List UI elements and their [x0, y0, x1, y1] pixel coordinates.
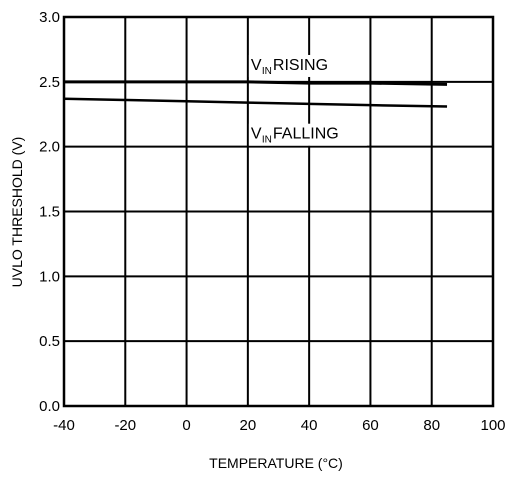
annotation-subscript: IN: [262, 66, 272, 77]
y-tick-label: 1.5: [39, 204, 60, 221]
y-tick-label: 0.5: [39, 333, 60, 350]
series-layer: [63, 80, 448, 108]
y-axis-title: UVLO THRESHOLD (V): [9, 137, 25, 288]
x-tick-label: 0: [182, 417, 190, 434]
plot-border: [62, 15, 495, 408]
series-annotation-1: V IN FALLING: [248, 123, 367, 146]
annotation-label: RISING: [273, 57, 328, 74]
y-tick-label: 2.0: [39, 139, 60, 156]
y-tick-label: 2.5: [39, 74, 60, 91]
x-tick-label: 100: [480, 417, 505, 434]
annotation-backing: [248, 54, 367, 77]
tick-layer: -40 -20 0 20 40 60 80 100 0.0 0.5 1.0 1.5 2.0 2.5 3.0: [39, 9, 505, 434]
annotation-subscript: IN: [262, 135, 272, 146]
y-tick-label: 3.0: [39, 9, 60, 26]
series-line-1: [63, 97, 448, 108]
x-tick-label: -40: [53, 417, 75, 434]
x-axis-title: TEMPERATURE (°C): [209, 455, 343, 471]
y-tick-label: 1.0: [39, 268, 60, 285]
annotation-backing: [248, 123, 367, 146]
x-tick-label: 80: [423, 417, 440, 434]
annotation-label: FALLING: [273, 126, 339, 143]
annotation-v: V: [251, 126, 262, 143]
y-tick-label: 0.0: [39, 398, 60, 415]
series-line-0: [64, 80, 448, 86]
annotation-v: V: [251, 57, 262, 74]
x-tick-label: 60: [362, 417, 379, 434]
x-tick-label: 40: [301, 417, 318, 434]
x-tick-label: -20: [114, 417, 136, 434]
x-tick-label: 20: [240, 417, 257, 434]
series-annotation-0: V IN RISING: [248, 54, 367, 77]
